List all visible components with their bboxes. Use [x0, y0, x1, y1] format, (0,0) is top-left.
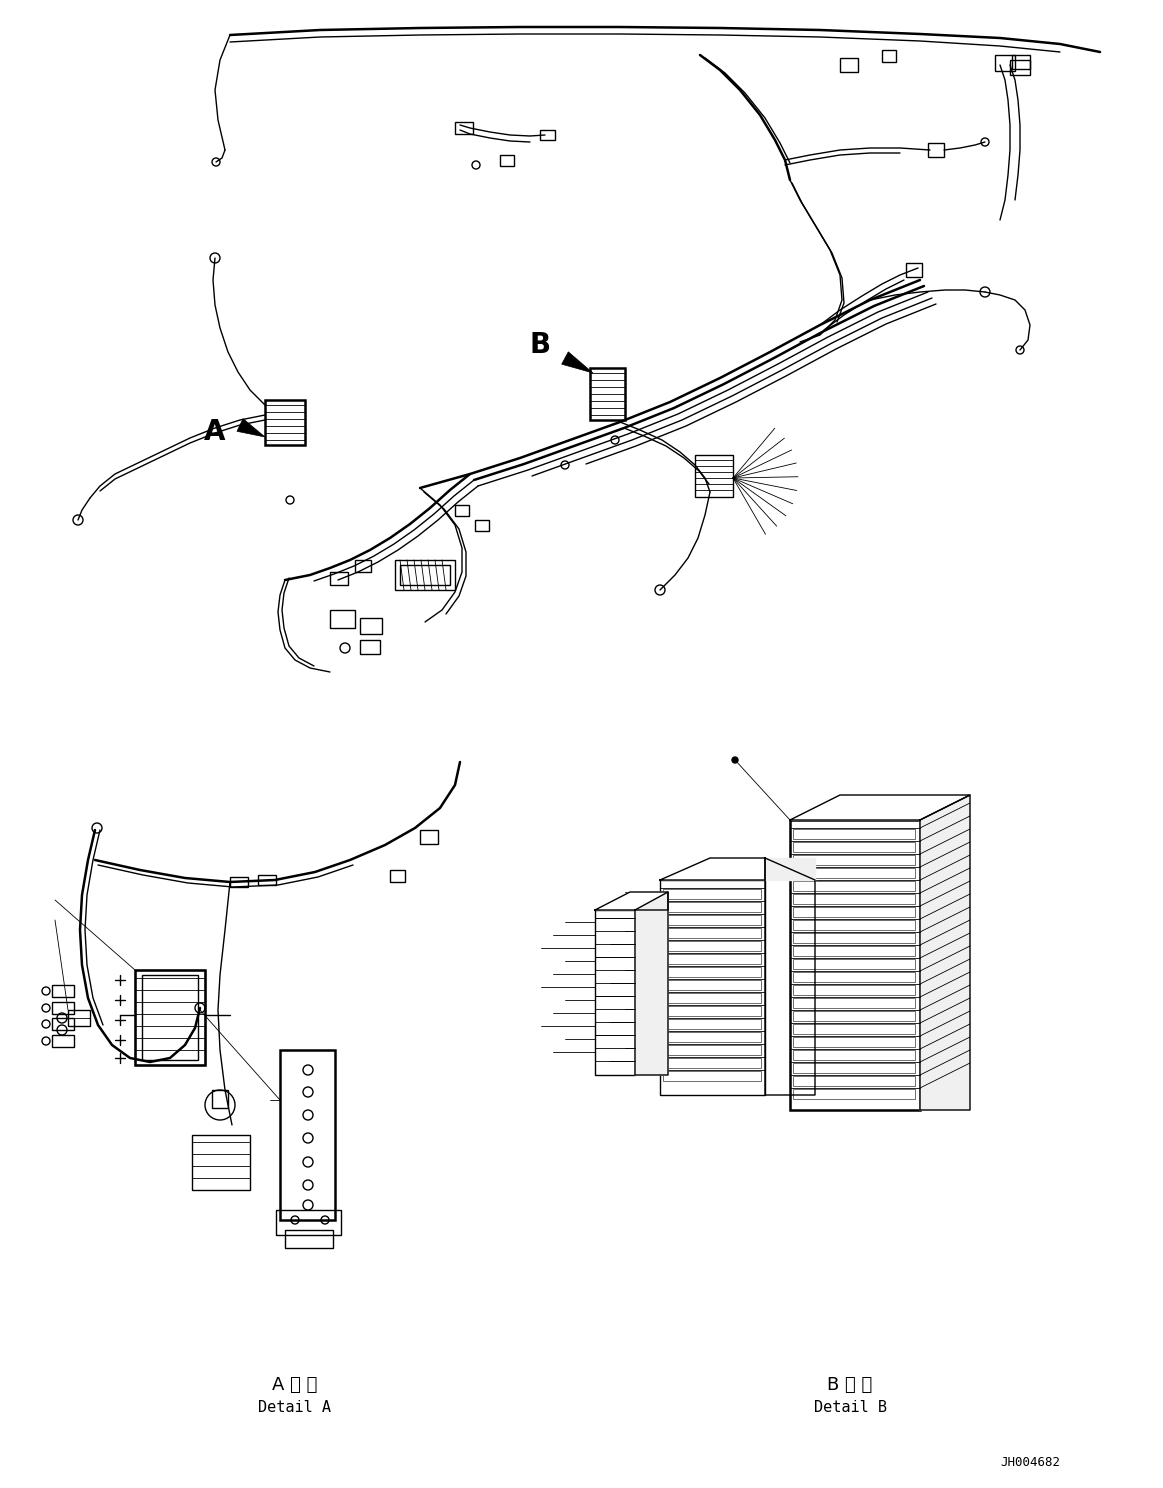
Text: JH004682: JH004682: [1000, 1455, 1059, 1469]
Bar: [475, 519, 488, 531]
Text: A: A: [205, 418, 226, 446]
Bar: [793, 908, 915, 917]
Bar: [659, 879, 765, 1095]
Bar: [663, 1071, 761, 1080]
Polygon shape: [237, 418, 265, 437]
Bar: [793, 1089, 915, 1100]
Bar: [793, 856, 915, 865]
Polygon shape: [659, 859, 765, 879]
Text: B 詳 細: B 詳 細: [827, 1376, 872, 1394]
Bar: [663, 954, 761, 964]
Bar: [455, 122, 473, 134]
Bar: [52, 1001, 74, 1013]
Bar: [793, 868, 915, 878]
Bar: [135, 970, 205, 1065]
Polygon shape: [765, 859, 815, 879]
Bar: [663, 1045, 761, 1055]
Bar: [135, 970, 205, 1065]
Polygon shape: [595, 891, 668, 911]
Text: A 詳 細: A 詳 細: [272, 1376, 317, 1394]
Bar: [663, 902, 761, 912]
Bar: [793, 881, 915, 891]
Bar: [230, 876, 248, 887]
Bar: [455, 504, 469, 516]
Bar: [793, 829, 915, 839]
Bar: [663, 992, 761, 1003]
Bar: [996, 55, 1015, 71]
Polygon shape: [920, 795, 970, 1110]
Bar: [793, 985, 915, 995]
Bar: [1009, 60, 1030, 74]
Bar: [1012, 55, 1030, 68]
Bar: [361, 640, 380, 655]
Bar: [595, 911, 635, 1074]
Bar: [390, 870, 405, 882]
Bar: [192, 1135, 250, 1190]
Bar: [395, 559, 455, 591]
Bar: [285, 1231, 333, 1248]
Bar: [590, 368, 625, 420]
Polygon shape: [562, 351, 593, 373]
Bar: [361, 618, 381, 634]
Bar: [793, 933, 915, 943]
Bar: [793, 998, 915, 1007]
Bar: [793, 1051, 915, 1059]
Bar: [212, 1091, 228, 1109]
Bar: [663, 981, 761, 990]
Bar: [790, 820, 920, 1110]
Bar: [280, 1051, 335, 1220]
Bar: [663, 1033, 761, 1042]
Bar: [793, 920, 915, 930]
Bar: [663, 915, 761, 926]
Bar: [928, 143, 944, 158]
Text: Detail A: Detail A: [258, 1400, 331, 1415]
Bar: [420, 830, 438, 844]
Bar: [330, 571, 348, 585]
Bar: [400, 565, 450, 585]
Text: Detail B: Detail B: [813, 1400, 886, 1415]
Bar: [500, 155, 514, 167]
Bar: [840, 58, 858, 71]
Bar: [793, 1037, 915, 1048]
Bar: [265, 400, 305, 445]
Polygon shape: [790, 795, 970, 820]
Polygon shape: [635, 891, 668, 1074]
Bar: [882, 51, 896, 62]
Bar: [663, 929, 761, 937]
Bar: [793, 1010, 915, 1021]
Bar: [540, 129, 555, 140]
Bar: [67, 1010, 90, 1027]
Bar: [663, 1006, 761, 1016]
Bar: [52, 1018, 74, 1030]
Bar: [793, 958, 915, 969]
Bar: [330, 610, 355, 628]
Circle shape: [732, 757, 739, 763]
Bar: [793, 842, 915, 853]
Bar: [663, 888, 761, 899]
Bar: [142, 975, 198, 1059]
Text: B: B: [529, 330, 550, 359]
Bar: [52, 1036, 74, 1048]
Bar: [355, 559, 371, 571]
Bar: [663, 967, 761, 978]
Bar: [663, 940, 761, 951]
Bar: [52, 985, 74, 997]
Bar: [793, 894, 915, 905]
Bar: [793, 946, 915, 955]
Bar: [276, 1210, 341, 1235]
Bar: [663, 1019, 761, 1030]
Bar: [906, 263, 922, 277]
Bar: [695, 455, 733, 497]
Bar: [793, 1062, 915, 1073]
Bar: [793, 1024, 915, 1034]
Bar: [258, 875, 276, 885]
Bar: [663, 1058, 761, 1068]
Bar: [793, 1076, 915, 1086]
Bar: [793, 972, 915, 982]
